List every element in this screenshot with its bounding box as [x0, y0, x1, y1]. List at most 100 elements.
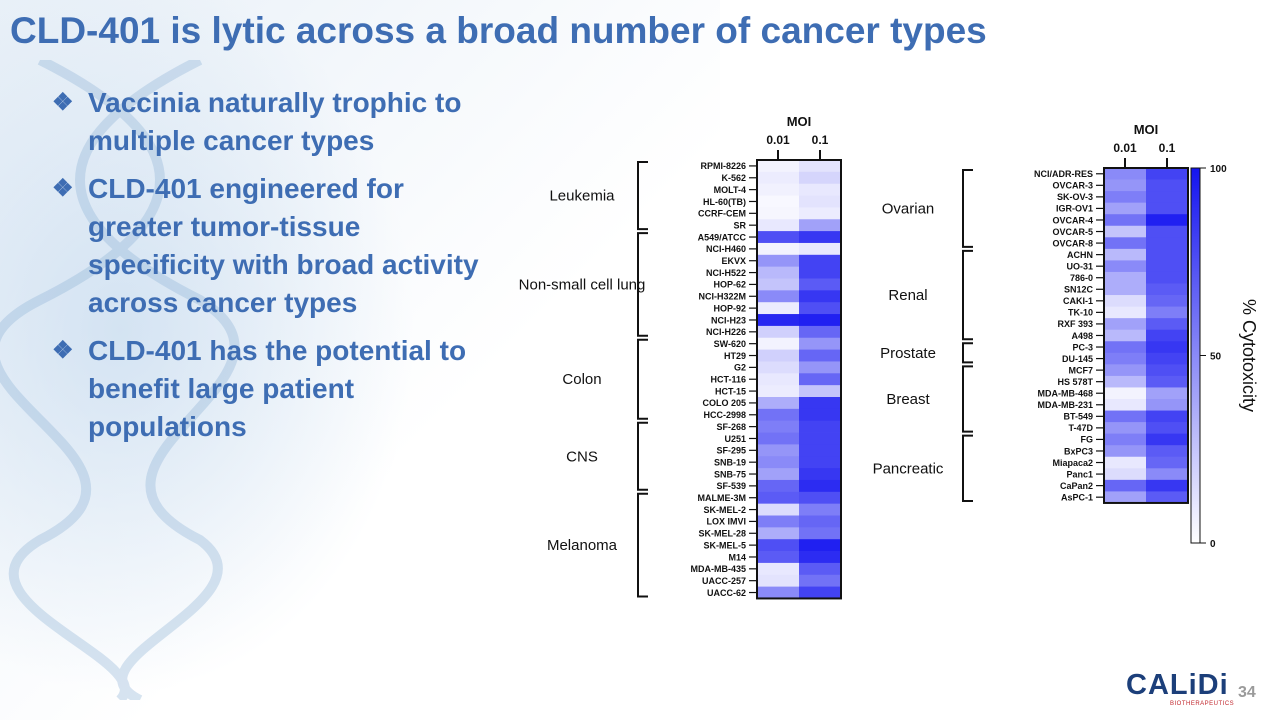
moi-header: MOI — [787, 114, 812, 129]
heatmap-cell — [1104, 306, 1146, 319]
heatmap-cell — [799, 278, 841, 291]
heatmap-cell — [1104, 341, 1146, 354]
cell-line-label: SNB-75 — [714, 469, 746, 479]
bullet-text: CLD-401 engineered for greater tumor-tis… — [88, 173, 479, 318]
group-bracket — [962, 365, 973, 433]
heatmap-cell — [1146, 364, 1188, 377]
cytotoxicity-heatmap-chart: MOI 0.01 0.1 RPMI-8226 K-562 MOLT-4 HL-60(TB) C… — [519, 114, 1259, 600]
heatmap-cell — [1104, 375, 1146, 388]
bullet-item: ❖ Vaccinia naturally trophic to multiple… — [52, 84, 502, 160]
cell-line-label: Miapaca2 — [1052, 458, 1093, 468]
heatmap-cell — [757, 586, 799, 599]
heatmap-cell — [757, 314, 799, 327]
heatmap-cell — [799, 242, 841, 256]
cancer-type-label: Pancreatic — [873, 460, 944, 477]
cell-line-label: MDA-MB-435 — [690, 564, 746, 574]
heatmap-cell — [1104, 295, 1146, 307]
heatmap-cell — [1104, 248, 1146, 261]
heatmap-cell — [757, 420, 799, 433]
cell-line-label: HOP-62 — [713, 280, 746, 290]
group-bracket — [637, 232, 648, 337]
heatmap-cell — [1104, 283, 1146, 296]
heatmap-cell — [799, 302, 841, 315]
heatmap-cell — [799, 562, 841, 576]
heatmap-cell — [1104, 318, 1146, 331]
logo-subtext: BIOTHERAPEUTICS — [1170, 701, 1235, 707]
logo-wordmark: CALiDi — [1126, 669, 1229, 701]
heatmap-cell — [799, 337, 841, 350]
heatmap-cell — [1146, 225, 1188, 238]
moi-column-label: 0.1 — [812, 133, 829, 147]
cell-line-label: HT29 — [724, 351, 746, 361]
heatmap-cell — [1146, 433, 1188, 446]
heatmap-cell — [799, 574, 841, 587]
cell-line-label: UACC-62 — [707, 588, 746, 598]
cell-line-label: HCT-116 — [710, 375, 746, 385]
heatmap-cell — [1146, 202, 1188, 215]
cell-line-label: CAKI-1 — [1063, 296, 1093, 306]
group-bracket — [962, 169, 973, 248]
cancer-type-label: Leukemia — [549, 188, 615, 205]
cell-line-label: SR — [733, 220, 746, 230]
heatmap-cell — [757, 551, 799, 564]
heatmap-cell — [1104, 387, 1146, 400]
heatmap-cell — [799, 171, 841, 185]
cell-line-label: HCT-15 — [715, 386, 746, 396]
heatmap-cell — [799, 551, 841, 564]
heatmap-cell — [1146, 248, 1188, 261]
cell-line-label: HL-60(TB) — [703, 197, 746, 207]
cell-line-label: K-562 — [721, 173, 746, 183]
cell-line-label: CCRF-CEM — [698, 209, 746, 219]
bullet-text: CLD-401 has the potential to benefit lar… — [88, 335, 467, 442]
heatmap-cell — [799, 468, 841, 481]
heatmap-cell — [757, 491, 799, 505]
heatmap-cell — [757, 231, 799, 244]
cell-line-label: Panc1 — [1066, 469, 1093, 479]
heatmap-cell — [1146, 399, 1188, 411]
heatmap-cell — [757, 408, 799, 422]
cell-line-label: UO-31 — [1066, 261, 1093, 271]
heatmap-cell — [799, 160, 841, 173]
heatmap-cell — [1146, 271, 1188, 284]
heatmap-cell — [757, 562, 799, 576]
group-bracket — [637, 421, 648, 491]
heatmap-cell — [1104, 491, 1146, 504]
cell-line-label: A549/ATCC — [698, 232, 747, 242]
cell-line-label: PC-3 — [1072, 342, 1093, 352]
bullet-item: ❖ CLD-401 engineered for greater tumor-t… — [52, 170, 502, 322]
heatmap-cell — [757, 479, 799, 493]
heatmap-cell — [1104, 422, 1146, 435]
group-bracket — [962, 342, 973, 364]
heatmap-cell — [1104, 179, 1146, 192]
heatmap-cell — [1146, 237, 1188, 250]
heatmap-cell — [1104, 364, 1146, 377]
heatmap-cell — [799, 586, 841, 599]
cell-line-label: SNB-19 — [714, 457, 746, 467]
heatmap-cell — [1146, 168, 1188, 180]
heatmap-cell — [799, 361, 841, 374]
heatmap-cell — [1104, 479, 1146, 492]
heatmap-cell — [1104, 456, 1146, 469]
heatmap-cell — [1146, 191, 1188, 204]
cancer-type-label: Melanoma — [547, 537, 618, 554]
heatmap-cell — [1146, 295, 1188, 307]
heatmap-cell — [799, 195, 841, 208]
cancer-type-label: Breast — [886, 391, 930, 408]
heatmap-cell — [799, 408, 841, 422]
cell-line-label: LOX IMVI — [706, 517, 746, 527]
cell-line-label: M14 — [728, 552, 746, 562]
heatmap-cell — [1146, 456, 1188, 469]
heatmap-cell — [757, 527, 799, 540]
cell-line-label: SF-295 — [716, 446, 746, 456]
cell-line-label: G2 — [734, 363, 746, 373]
heatmap-cell — [757, 242, 799, 256]
cancer-type-label: Prostate — [880, 345, 936, 362]
heatmap-cell — [799, 444, 841, 457]
heatmap-cell — [757, 444, 799, 457]
cell-line-label: EKVX — [721, 256, 746, 266]
cell-line-label: NCI-H322M — [698, 292, 746, 302]
cell-line-label: T-47D — [1068, 423, 1093, 433]
cell-line-label: CaPan2 — [1060, 481, 1093, 491]
cell-line-label: IGR-OV1 — [1056, 204, 1093, 214]
heatmap-cell — [1104, 202, 1146, 215]
